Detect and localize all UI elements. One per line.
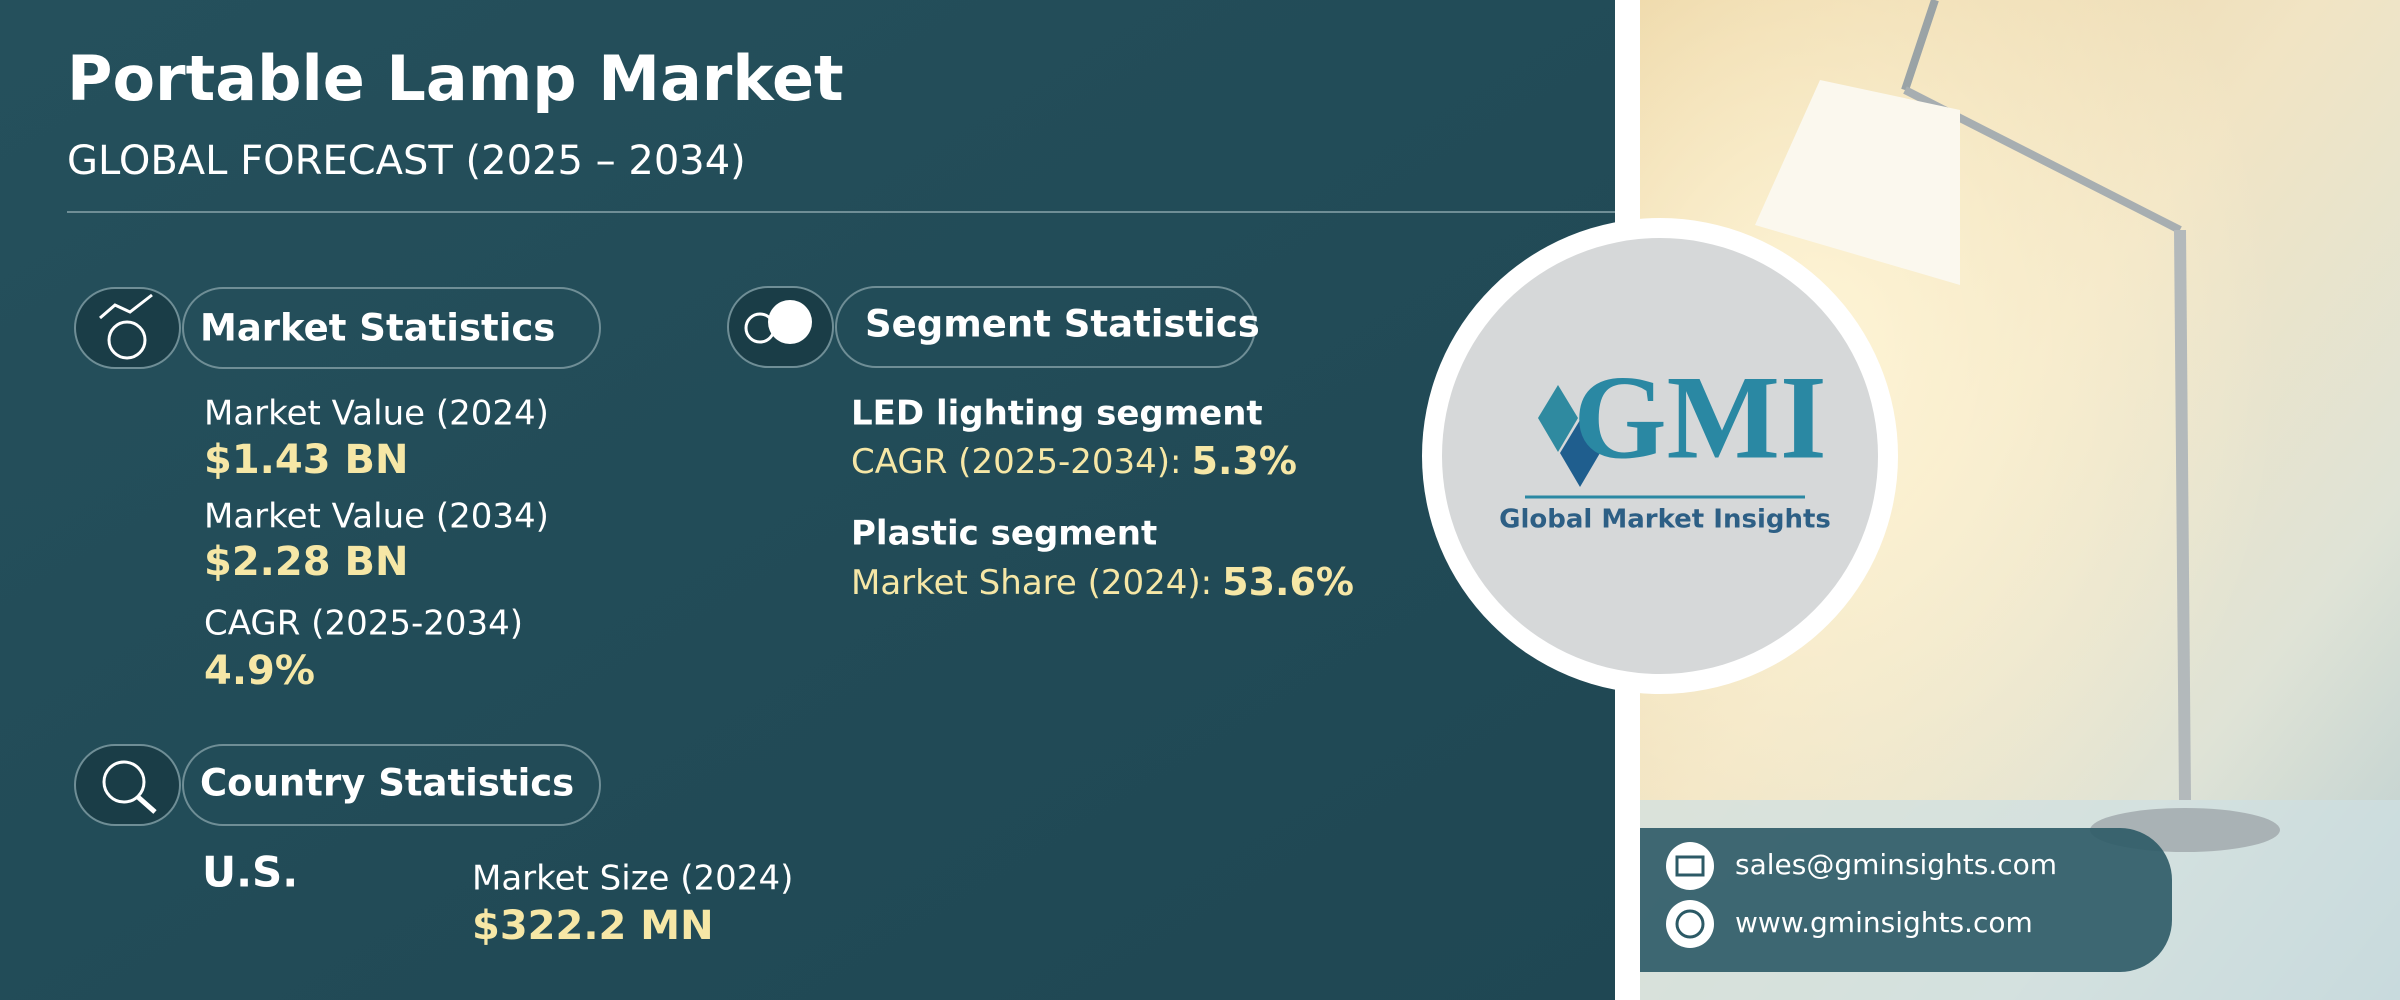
heading-pill xyxy=(182,287,601,369)
segment-label: Market Share (2024): xyxy=(851,563,1212,603)
stat-label: CAGR (2025-2034) xyxy=(204,604,523,644)
email[interactable]: sales@gminsights.com xyxy=(1735,848,2057,881)
panel xyxy=(0,0,1615,1000)
photo xyxy=(1615,0,2400,1000)
heading-pill xyxy=(835,286,1256,368)
country-statistics: Country Statistics U.S. Market Size (202… xyxy=(74,744,793,949)
stat-value: $322.2 MN xyxy=(472,903,714,949)
heading: Segment Statistics xyxy=(865,303,1260,346)
heading: Country Statistics xyxy=(200,762,574,805)
icon xyxy=(74,287,181,369)
heading: Market Statistics xyxy=(200,307,555,350)
stat-value: $1.43 BN xyxy=(204,437,408,483)
heading-pill xyxy=(182,744,601,826)
segment-name: Plastic segment xyxy=(851,514,1157,554)
segment-name: LED lighting segment xyxy=(851,394,1263,434)
website[interactable]: www.gminsights.com xyxy=(1735,906,2033,939)
logo: GMI Global Market Insights xyxy=(1422,218,1898,694)
stat-label: Market Value (2034) xyxy=(204,497,549,537)
market-statistics: Market Statistics Market Value (2024) $1… xyxy=(74,287,601,694)
logo-name: GMI xyxy=(1573,351,1826,484)
segment-stat: Market Share (2024): 53.6% xyxy=(851,560,1354,604)
segment-statistics: Segment Statistics LED lighting segment … xyxy=(727,286,1354,604)
logo-tagline: Global Market Insights xyxy=(1499,505,1831,535)
subtitle: GLOBAL FORECAST (2025 – 2034) xyxy=(67,138,746,184)
contact: sales@gminsights.com www.gminsights.com xyxy=(1640,828,2172,972)
segment-stat: CAGR (2025-2034): 5.3% xyxy=(851,439,1297,483)
stat-label: Market Value (2024) xyxy=(204,394,549,434)
stat-label: Market Size (2024) xyxy=(472,859,793,899)
country: U.S. xyxy=(202,848,298,897)
segment-label: CAGR (2025-2034): xyxy=(851,442,1182,482)
segment-value: 53.6% xyxy=(1222,560,1354,604)
title: Portable Lamp Market xyxy=(67,42,844,115)
stat-value: 4.9% xyxy=(204,648,315,694)
icon xyxy=(74,744,181,826)
stat-value: $2.28 BN xyxy=(204,539,408,585)
segment-value: 5.3% xyxy=(1192,439,1297,483)
